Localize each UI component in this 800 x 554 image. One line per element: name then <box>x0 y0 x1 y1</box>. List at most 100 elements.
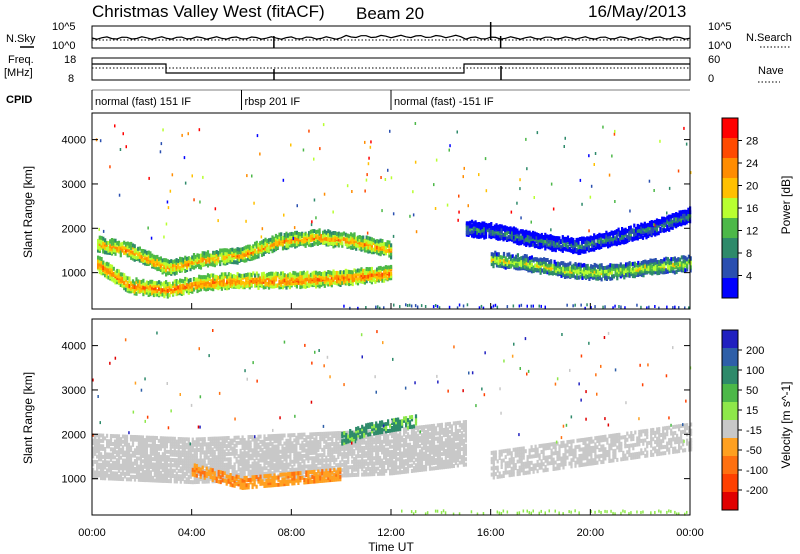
power-cell <box>306 270 309 275</box>
power-cell <box>220 281 223 286</box>
power-cell <box>668 227 671 232</box>
power-cell <box>224 248 227 253</box>
power-cell <box>273 277 276 282</box>
power-cell <box>518 304 521 308</box>
power-cell <box>266 248 269 253</box>
velocity-cell <box>159 438 162 443</box>
velocity-cell <box>121 439 125 444</box>
power-cell <box>553 242 556 247</box>
power-cell <box>330 283 333 288</box>
power-cell <box>220 276 223 281</box>
power-cell <box>610 236 613 241</box>
power-cell <box>670 266 673 271</box>
power-cell <box>295 239 298 244</box>
power-cell <box>598 239 601 244</box>
velocity-cell <box>149 475 152 480</box>
power-cell <box>315 240 318 245</box>
velocity-cell <box>181 450 184 455</box>
velocity-cell <box>173 439 176 444</box>
power-cell <box>109 251 112 255</box>
power-cell <box>276 240 279 245</box>
velocity-cell <box>102 436 105 441</box>
power-cell <box>637 263 640 268</box>
power-cell <box>130 245 133 250</box>
power-cell <box>648 229 652 234</box>
power-cell <box>231 257 234 262</box>
power-cell <box>131 288 135 293</box>
power-cell <box>511 227 514 232</box>
power-cell <box>264 242 267 247</box>
velocity-cell <box>255 472 258 476</box>
power-cell <box>137 249 140 254</box>
power-cell <box>682 267 685 271</box>
power-cell <box>614 239 617 244</box>
velocity-cell <box>203 455 206 460</box>
velocity-cell <box>131 450 135 455</box>
velocity-cell <box>213 460 216 465</box>
power-cell <box>245 281 248 286</box>
power-cell <box>605 265 608 270</box>
power-cell <box>586 247 589 251</box>
power-cell <box>584 245 587 250</box>
velocity-cell <box>141 478 144 482</box>
power-cell <box>544 243 547 248</box>
velocity-cell <box>127 442 131 447</box>
power-cell <box>381 278 384 283</box>
power-cell <box>602 125 604 129</box>
velocity-cell <box>92 462 95 467</box>
power-cell <box>243 246 246 251</box>
power-cell <box>634 236 638 241</box>
power-cell <box>547 234 550 239</box>
power-cell <box>588 272 591 277</box>
velocity-cell <box>231 473 234 478</box>
power-cell <box>662 226 665 231</box>
power-cell <box>297 237 300 242</box>
power-cell <box>260 277 264 282</box>
power-cell <box>147 293 150 297</box>
velocity-cell <box>113 439 117 444</box>
power-cell <box>516 263 519 268</box>
power-cell <box>290 281 293 286</box>
power-cell <box>379 273 382 278</box>
power-cell <box>98 241 101 246</box>
power-cell <box>156 259 159 264</box>
velocity-cell <box>125 434 129 439</box>
power-cell <box>684 268 687 273</box>
power-cell <box>348 274 351 279</box>
power-cell <box>224 255 227 260</box>
velocity-cell <box>199 437 202 442</box>
power-cell <box>323 232 326 237</box>
power-cell <box>550 259 553 264</box>
power-cell <box>172 291 175 296</box>
velocity-cell <box>197 437 200 442</box>
velocity-cell <box>167 473 170 478</box>
power-cell <box>502 225 505 230</box>
power-cell <box>257 276 260 281</box>
power-cell <box>297 279 300 284</box>
velocity-cell <box>183 466 186 471</box>
power-cell <box>241 280 244 285</box>
power-cell <box>504 228 507 233</box>
power-cell <box>645 226 648 231</box>
velocity-cell <box>177 450 180 455</box>
velocity-cell <box>205 479 208 484</box>
power-cell <box>322 271 325 276</box>
velocity-cell <box>143 475 146 480</box>
power-cell <box>518 261 521 266</box>
velocity-cell <box>98 454 101 459</box>
power-cell <box>119 274 122 279</box>
velocity-cell <box>100 476 103 481</box>
velocity-cell <box>167 449 170 454</box>
noise-trace <box>91 22 691 48</box>
power-cell <box>682 259 685 264</box>
velocity-cell <box>201 450 204 455</box>
velocity-cell <box>143 451 146 456</box>
velocity-cell <box>183 439 186 444</box>
velocity-cell <box>149 435 152 440</box>
power-cell <box>499 258 502 263</box>
power-cell <box>614 241 617 246</box>
velocity-cell <box>221 460 224 465</box>
power-cell <box>523 254 526 258</box>
power-cell <box>581 276 584 280</box>
power-cell <box>388 267 391 272</box>
